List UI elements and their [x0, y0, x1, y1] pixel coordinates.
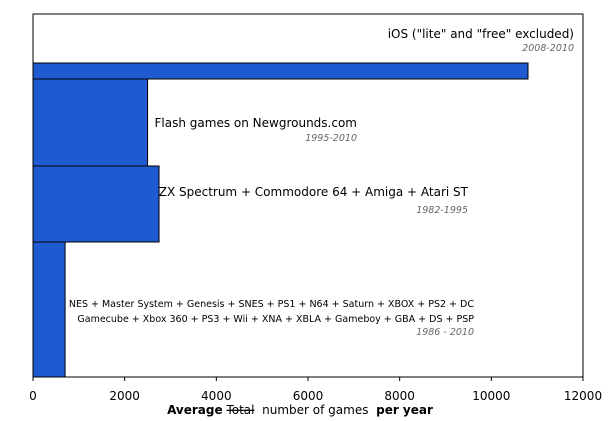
x-tick-label-3: 6000: [293, 389, 324, 403]
category-label-2-line-0: ZX Spectrum + Commodore 64 + Amiga + Ata…: [159, 185, 469, 199]
x-axis-label-total: Total: [225, 403, 254, 417]
x-axis-label-per-year: per year: [376, 403, 433, 417]
x-axis-label: Average Total number of games per year: [167, 403, 433, 417]
x-axis-label-middle: number of games: [258, 403, 372, 417]
period-label-0: 2008-2010: [522, 43, 574, 54]
x-axis-label-average: Average: [167, 403, 223, 417]
bar-3: [32, 241, 66, 378]
category-labels: iOS ("lite" and "free" excluded) 2008-201…: [69, 27, 574, 338]
x-tick-label-5: 10000: [472, 389, 510, 403]
bar-1: [32, 78, 149, 167]
x-tick-label-2: 4000: [201, 389, 232, 403]
x-axis-ticks: 0 2000 4000 6000 8000 10000 12000: [29, 377, 602, 403]
category-label-1-line-0: Flash games on Newgrounds.com: [155, 116, 357, 130]
period-label-1: 1995-2010: [305, 133, 357, 144]
period-label-3: 1986 - 2010: [416, 327, 474, 338]
x-tick-label-1: 2000: [109, 389, 140, 403]
bar-0: [32, 62, 529, 80]
category-label-0-line-0: iOS ("lite" and "free" excluded): [388, 27, 574, 41]
bar-2: [32, 165, 160, 243]
category-label-3-line-0: NES + Master System + Genesis + SNES + P…: [69, 299, 475, 310]
category-label-3-line-1: Gamecube + Xbox 360 + PS3 + Wii + XNA + …: [77, 314, 474, 325]
x-tick-label-0: 0: [29, 389, 37, 403]
period-label-2: 1982-1995: [416, 205, 468, 216]
bars: [32, 62, 529, 378]
x-tick-label-6: 12000: [564, 389, 602, 403]
x-tick-label-4: 8000: [384, 389, 415, 403]
